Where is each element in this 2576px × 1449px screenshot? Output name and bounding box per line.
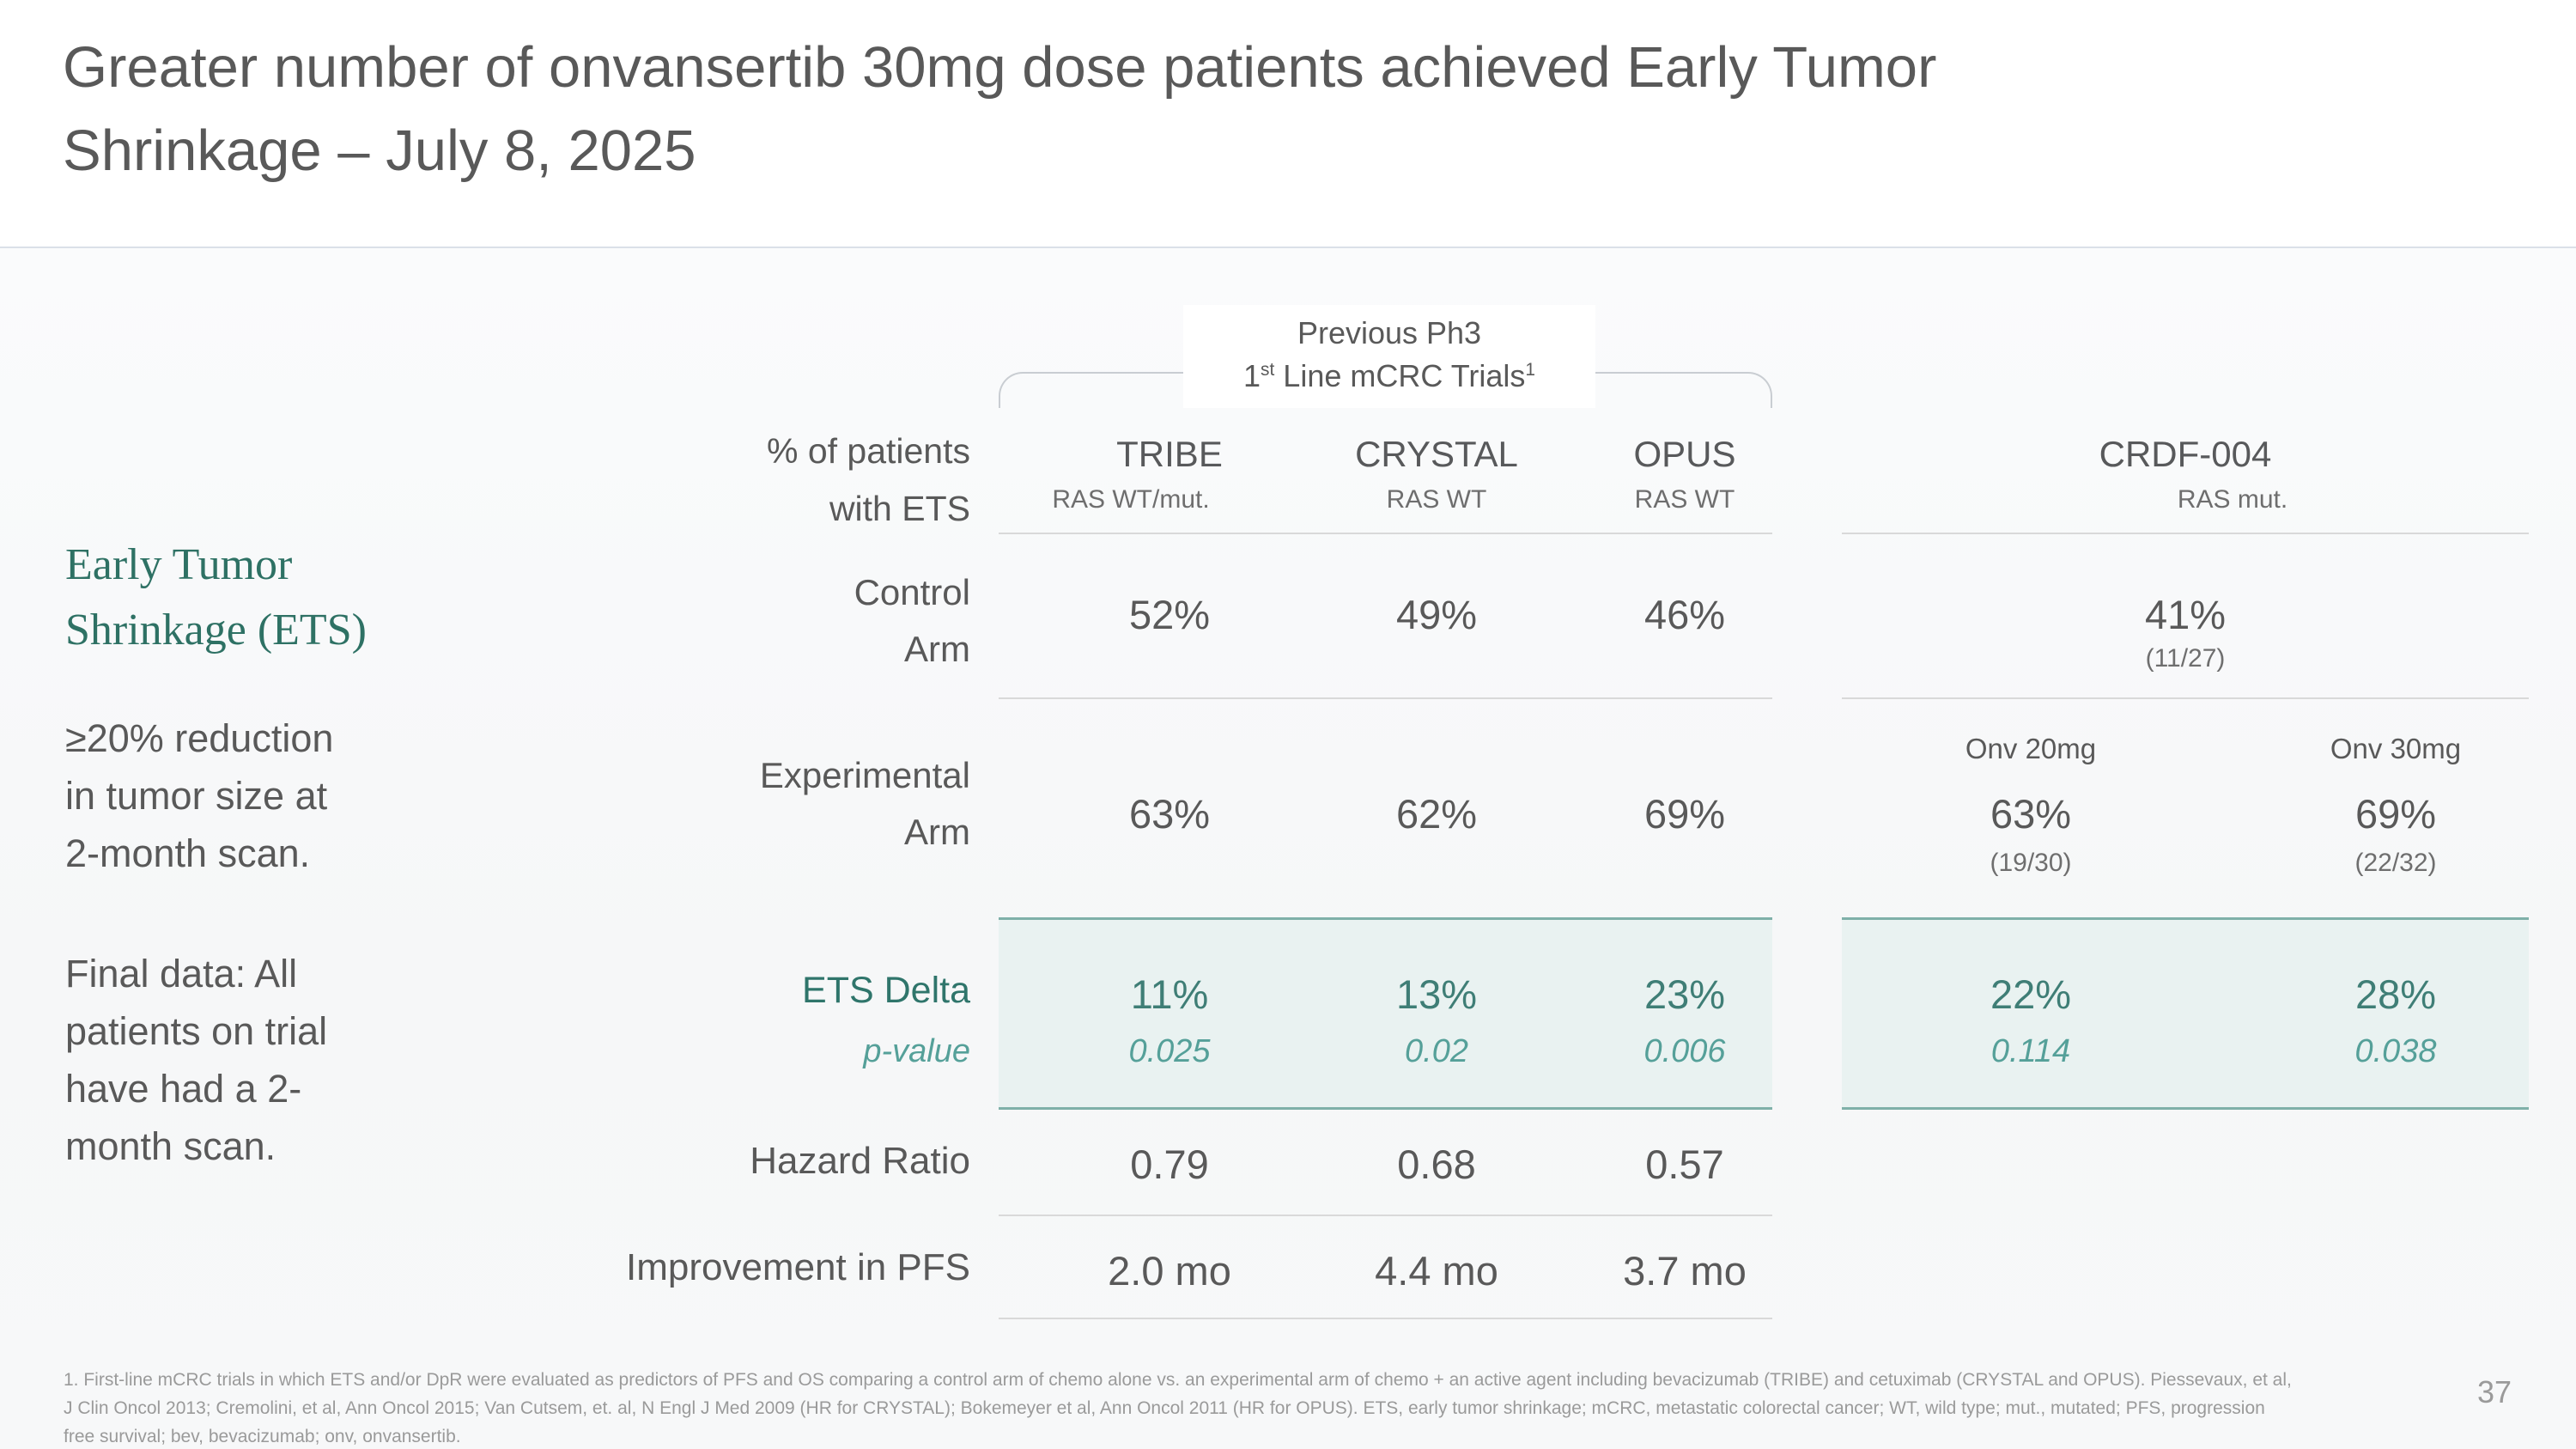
title-bar: Greater number of onvansertib 30mg dose … xyxy=(0,0,2576,248)
row-label-experimental-line: Experimental xyxy=(759,755,970,795)
final-data-note-line: have had a 2- xyxy=(65,1067,302,1111)
subcolumn-header-onv-20mg: Onv 20mg xyxy=(1965,733,2097,764)
ph3-group-header: Previous Ph3 1st Line mCRC Trials1 xyxy=(1183,305,1595,408)
pfs-improvement-crystal: 4.4 mo xyxy=(1375,1248,1498,1294)
control-value-crdf-004: 41% xyxy=(2144,592,2227,637)
experimental-value-onv-30mg: 69% xyxy=(2354,791,2437,837)
ph3-header-text: Line mCRC Trials xyxy=(1274,358,1526,393)
experimental-value-onv-20mg: 63% xyxy=(1990,791,2072,837)
row-label-pfs: Improvement in PFS xyxy=(625,1246,970,1288)
row-label-metric-line: % of patients xyxy=(766,431,970,471)
row-label-control: Control Arm xyxy=(326,564,970,678)
p-value-onv-20mg: 0.114 xyxy=(1990,1033,2071,1069)
section-heading-ets: Early Tumor Shrinkage (ETS) xyxy=(65,533,546,663)
page-title: Greater number of onvansertib 30mg dose … xyxy=(63,26,2544,192)
ph3-group-header-line1: Previous Ph3 xyxy=(1297,315,1482,350)
subcolumn-header-onv-30mg: Onv 30mg xyxy=(2330,733,2462,764)
row-label-metric-line: with ETS xyxy=(829,489,970,528)
column-header-opus: OPUS xyxy=(1633,434,1736,474)
experimental-value-crystal: 62% xyxy=(1395,791,1478,837)
ets-delta-value-onv-30mg: 28% xyxy=(2354,971,2437,1017)
experimental-value-opus: 69% xyxy=(1643,791,1726,837)
page-number: 37 xyxy=(2476,1374,2512,1409)
experimental-fraction-onv-30mg: (22/32) xyxy=(2354,849,2437,877)
row-label-control-line: Arm xyxy=(904,629,970,669)
content-area xyxy=(0,248,2576,1449)
row-label-experimental: Experimental Arm xyxy=(326,747,970,861)
column-header-crdf-004: CRDF-004 xyxy=(2099,434,2272,474)
control-value-crystal: 49% xyxy=(1395,592,1478,637)
control-fraction-crdf-004: (11/27) xyxy=(2145,644,2226,673)
p-value-tribe: 0.025 xyxy=(1128,1033,1211,1069)
ets-delta-highlight-crdf xyxy=(1842,917,2529,1110)
p-value-onv-30mg: 0.038 xyxy=(2354,1033,2437,1069)
final-data-note: Final data: All patients on trial have h… xyxy=(65,945,546,1175)
ets-delta-value-opus: 23% xyxy=(1643,971,1726,1017)
control-value-opus: 46% xyxy=(1643,592,1726,637)
section-heading-line: Shrinkage (ETS) xyxy=(65,606,367,654)
ph3-header-num: 1 xyxy=(1243,358,1261,393)
experimental-value-tribe: 63% xyxy=(1128,791,1211,837)
final-data-note-line: Final data: All xyxy=(65,952,298,995)
ets-definition-line: in tumor size at xyxy=(65,774,328,818)
ets-definition-line: 2-month scan. xyxy=(65,831,311,875)
divider-line xyxy=(1842,697,2529,699)
ets-delta-value-onv-20mg: 22% xyxy=(1990,971,2072,1017)
ets-delta-value-tribe: 11% xyxy=(1130,971,1209,1017)
column-population-opus: RAS WT xyxy=(1634,485,1735,514)
row-label-experimental-line: Arm xyxy=(904,812,970,852)
page-title-line2: Shrinkage – July 8, 2025 xyxy=(63,119,696,183)
row-label-control-line: Control xyxy=(854,572,970,612)
footnote-line: free survival; bev, bevacizumab; onv, on… xyxy=(64,1427,461,1446)
divider-line xyxy=(999,697,1772,699)
row-label-hazard-ratio: Hazard Ratio xyxy=(750,1140,970,1182)
column-population-tribe: RAS WT/mut. xyxy=(1052,485,1210,514)
row-label-p-value: p-value xyxy=(863,1033,970,1069)
ph3-header-footnote-ref: 1 xyxy=(1525,360,1535,380)
column-population-crdf-004: RAS mut. xyxy=(2177,485,2288,514)
p-value-opus: 0.006 xyxy=(1643,1033,1726,1069)
page-title-line1: Greater number of onvansertib 30mg dose … xyxy=(63,35,1937,100)
divider-line xyxy=(999,533,1772,534)
control-value-tribe: 52% xyxy=(1128,592,1211,637)
ph3-group-header-line2: 1st Line mCRC Trials1 xyxy=(1183,355,1595,398)
final-data-note-line: patients on trial xyxy=(65,1009,328,1053)
divider-line xyxy=(999,1318,1772,1319)
footnote-line: 1. First-line mCRC trials in which ETS a… xyxy=(64,1370,2292,1390)
hazard-ratio-opus: 0.57 xyxy=(1645,1142,1724,1187)
ets-delta-highlight-ph3 xyxy=(999,917,1772,1110)
column-header-crystal: CRYSTAL xyxy=(1355,434,1518,474)
hazard-ratio-tribe: 0.79 xyxy=(1130,1142,1209,1187)
divider-line xyxy=(999,1215,1772,1216)
footnote: 1. First-line mCRC trials in which ETS a… xyxy=(64,1366,2399,1449)
section-heading-line: Early Tumor xyxy=(65,540,293,589)
ets-definition-line: ≥20% reduction xyxy=(65,716,334,760)
divider-line xyxy=(1842,533,2529,534)
pfs-improvement-opus: 3.7 mo xyxy=(1623,1248,1747,1294)
ets-definition-text: ≥20% reduction in tumor size at 2-month … xyxy=(65,709,546,882)
hazard-ratio-crystal: 0.68 xyxy=(1397,1142,1476,1187)
experimental-fraction-onv-20mg: (19/30) xyxy=(1990,849,2072,877)
p-value-crystal: 0.02 xyxy=(1405,1033,1468,1069)
ph3-header-ordinal-sup: st xyxy=(1261,360,1275,380)
ets-delta-value-crystal: 13% xyxy=(1395,971,1478,1017)
row-label-ets-delta: ETS Delta xyxy=(802,970,970,1011)
final-data-note-line: month scan. xyxy=(65,1124,276,1168)
column-header-tribe: TRIBE xyxy=(1116,434,1223,474)
footnote-line: J Clin Oncol 2013; Cremolini, et al, Ann… xyxy=(64,1398,2265,1418)
row-label-metric: % of patients with ETS xyxy=(326,423,970,538)
pfs-improvement-tribe: 2.0 mo xyxy=(1108,1248,1231,1294)
column-population-crystal: RAS WT xyxy=(1386,485,1487,514)
